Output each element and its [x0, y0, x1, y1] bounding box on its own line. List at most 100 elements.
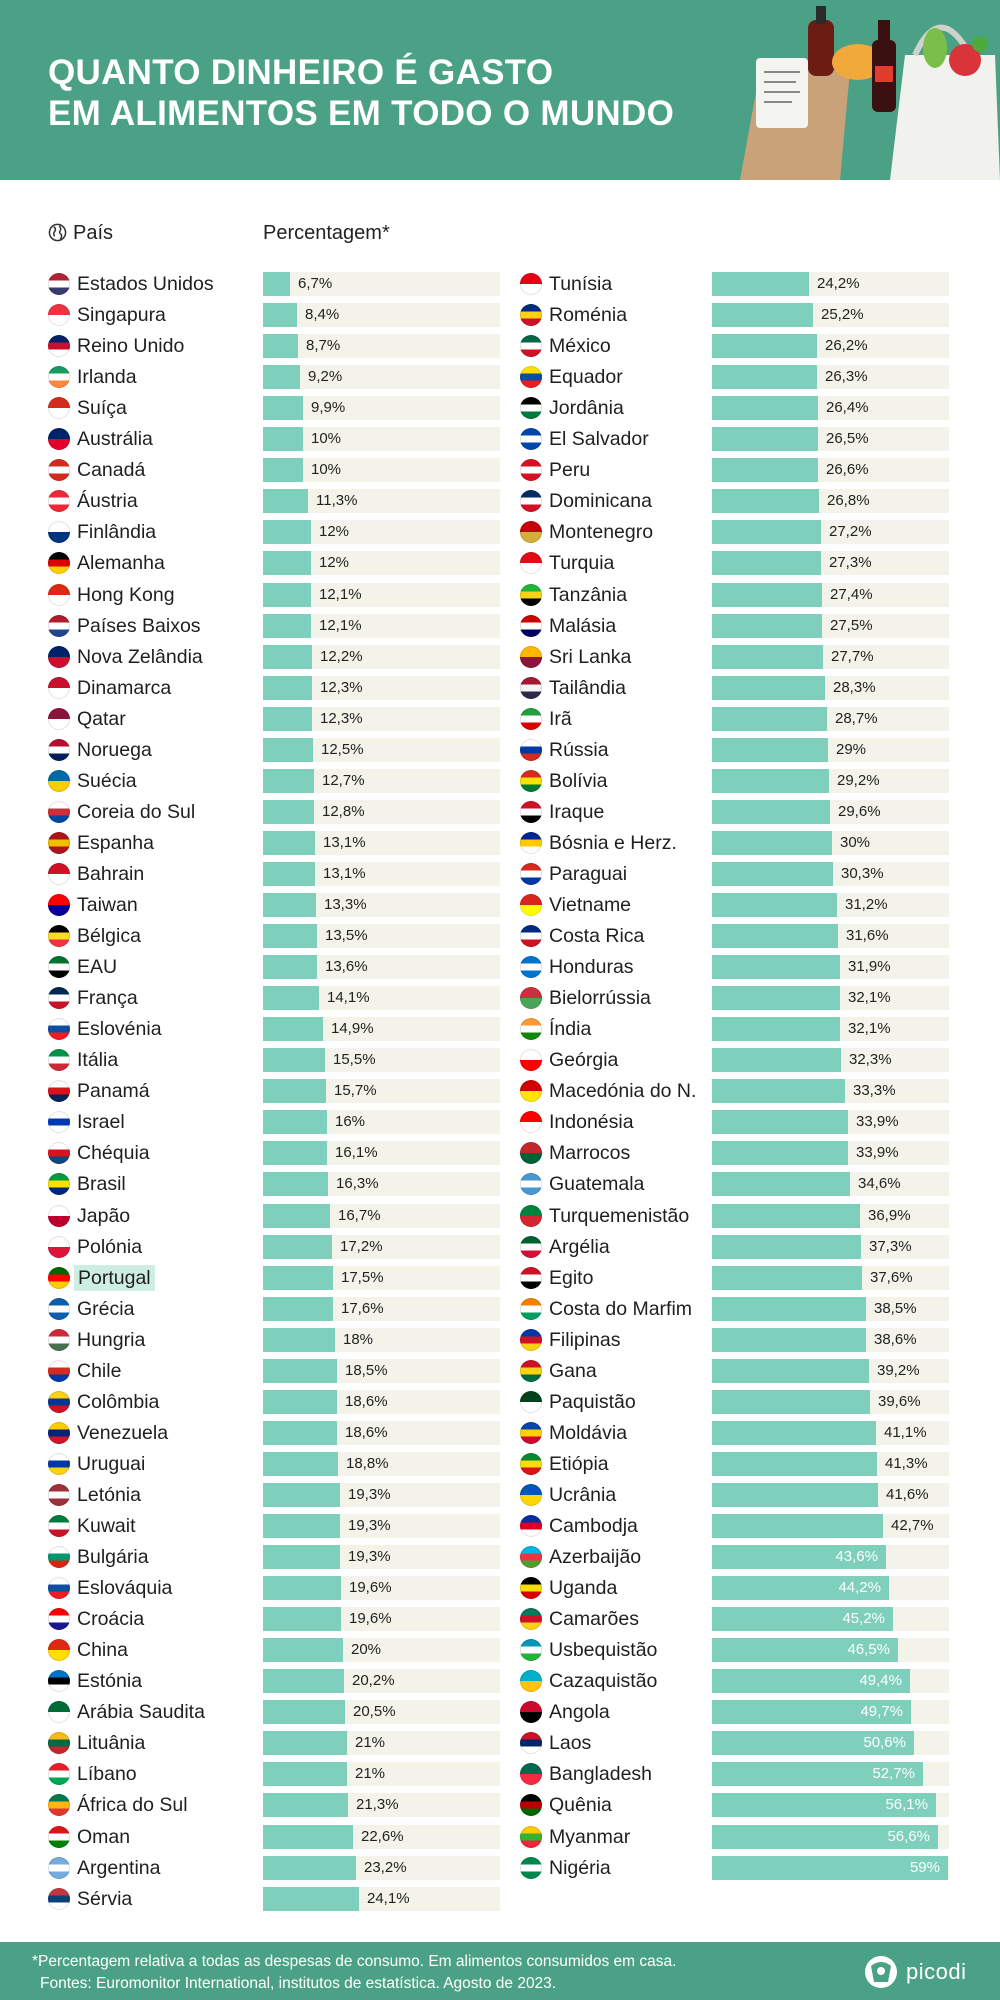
bar-track: 37,6% — [712, 1265, 949, 1290]
bar-marrocos — [712, 1141, 848, 1166]
bar-track: 12,3% — [263, 706, 500, 731]
bar-track: 43,6% — [712, 1545, 949, 1570]
flag-icon-tanzania — [520, 583, 542, 606]
flag-icon-letonia — [48, 1483, 70, 1506]
value-label: 27,5% — [830, 616, 873, 634]
country-row-azerbaijao: Azerbaijão 43,6% — [520, 1543, 949, 1570]
value-label: 10% — [311, 430, 342, 448]
value-label: 27,7% — [831, 647, 874, 665]
country-row-marrocos: Marrocos 33,9% — [520, 1139, 949, 1166]
value-label: 12,1% — [319, 585, 362, 603]
value-label: 9,9% — [311, 399, 346, 417]
bar-iraque — [712, 799, 830, 824]
country-name: Nova Zelândia — [77, 645, 203, 668]
bar-polonia — [263, 1234, 332, 1259]
country-name: Lituânia — [77, 1732, 146, 1755]
country-row-gana: Gana 39,2% — [520, 1357, 949, 1383]
country-name: Moldávia — [549, 1421, 628, 1444]
flag-icon-hong-kong — [48, 583, 70, 606]
bar-track: 29,6% — [712, 799, 949, 824]
bar-hong-kong — [263, 582, 311, 607]
bar-track: 39,6% — [712, 1389, 949, 1414]
bar-track: 27,4% — [712, 582, 949, 607]
country-row-ucrania: Ucrânia 41,6% — [520, 1481, 949, 1507]
country-row-eau: EAU 13,6% — [48, 953, 500, 980]
flag-icon-bangladesh — [520, 1763, 542, 1786]
flag-icon-belgica — [48, 925, 70, 948]
country-row-coreia-do-sul: Coreia do Sul 12,8% — [48, 798, 500, 824]
value-label: 12,1% — [319, 616, 362, 634]
country-name: Brasil — [77, 1173, 126, 1196]
bar-track: 25,2% — [712, 303, 949, 328]
bar-franca — [263, 986, 319, 1011]
flag-icon-eslovenia — [48, 1018, 70, 1041]
country-row-oman: Oman 22,6% — [48, 1823, 500, 1849]
country-row-africa-do-sul: África do Sul 21,3% — [48, 1791, 500, 1818]
value-label: 6,7% — [298, 275, 333, 292]
bar-track: 20,2% — [263, 1669, 500, 1694]
value-label: 29,6% — [838, 802, 881, 820]
sources-note: Fontes: Euromonitor International, insti… — [40, 1975, 557, 1992]
bar-track: 20,5% — [263, 1700, 500, 1725]
bar-track: 16,1% — [263, 1141, 500, 1166]
bar-croacia — [263, 1607, 341, 1632]
country-row-kuwait: Kuwait 19,3% — [48, 1512, 500, 1538]
bar-canada — [263, 458, 303, 483]
country-row-hong-kong: Hong Kong 12,1% — [48, 581, 500, 607]
country-row-angola: Angola 49,7% — [520, 1698, 949, 1725]
value-label: 49,4% — [859, 1672, 902, 1690]
flag-icon-chequia — [48, 1142, 70, 1165]
value-label: 13,1% — [323, 833, 366, 851]
bar-uganda — [712, 1576, 889, 1601]
footnote: *Percentagem relativa a todas as despesa… — [32, 1953, 677, 1970]
value-label: 22,6% — [361, 1827, 404, 1845]
value-label: 43,6% — [835, 1548, 878, 1566]
bar-turquemenistao — [712, 1203, 860, 1228]
country-row-brasil: Brasil 16,3% — [48, 1170, 500, 1197]
value-label: 38,5% — [874, 1299, 917, 1317]
value-label: 21% — [355, 1734, 386, 1752]
country-row-paises-baixos: Países Baixos 12,1% — [48, 612, 500, 638]
country-row-el-salvador: El Salvador 26,5% — [520, 425, 949, 452]
bar-laos — [712, 1731, 914, 1756]
country-name: Canadá — [77, 459, 146, 482]
country-row-austria: Áustria 11,3% — [48, 487, 500, 514]
bar-macedonia-do-n — [712, 1079, 845, 1104]
grocery-bags-illustration — [740, 6, 1000, 180]
bar-letonia — [263, 1482, 340, 1507]
country-name: Bangladesh — [549, 1763, 653, 1786]
bar-cazaquistao — [712, 1669, 910, 1694]
bar-italia — [263, 1048, 325, 1073]
bar-argentina — [263, 1855, 356, 1880]
country-name: Reino Unido — [77, 335, 185, 358]
value-label: 29,2% — [837, 771, 880, 789]
country-row-egito: Egito 37,6% — [520, 1264, 949, 1290]
country-row-tunisia: Tunísia 24,2% — [520, 270, 949, 296]
country-name: Índia — [549, 1018, 592, 1041]
country-row-australia: Austrália 10% — [48, 425, 500, 452]
country-row-moldavia: Moldávia 41,1% — [520, 1419, 949, 1445]
bar-etiopia — [712, 1451, 877, 1476]
value-label: 27,2% — [829, 523, 872, 541]
country-row-eslovenia: Eslovénia 14,9% — [48, 1015, 500, 1042]
bar-track: 26,4% — [712, 396, 949, 421]
value-label: 12,5% — [321, 740, 364, 758]
bar-indonesia — [712, 1110, 848, 1135]
flag-icon-filipinas — [520, 1328, 542, 1351]
country-name: Letónia — [77, 1483, 141, 1506]
value-label: 18,5% — [345, 1361, 388, 1379]
country-name: Roménia — [549, 304, 628, 327]
bar-taiwan — [263, 893, 316, 917]
country-name: Oman — [77, 1825, 131, 1848]
flag-icon-gana — [520, 1359, 542, 1382]
bar-guatemala — [712, 1172, 850, 1197]
country-row-singapura: Singapura 8,4% — [48, 301, 500, 328]
value-label: 13,1% — [323, 864, 366, 882]
bar-russia — [712, 737, 828, 762]
bar-track: 21% — [263, 1762, 500, 1787]
picodi-logo-text: picodi — [906, 1959, 967, 1984]
country-row-costa-rica: Costa Rica 31,6% — [520, 922, 949, 949]
flag-icon-taiwan — [48, 894, 70, 916]
bar-track: 13,6% — [263, 955, 500, 980]
bar-servia — [263, 1886, 359, 1911]
